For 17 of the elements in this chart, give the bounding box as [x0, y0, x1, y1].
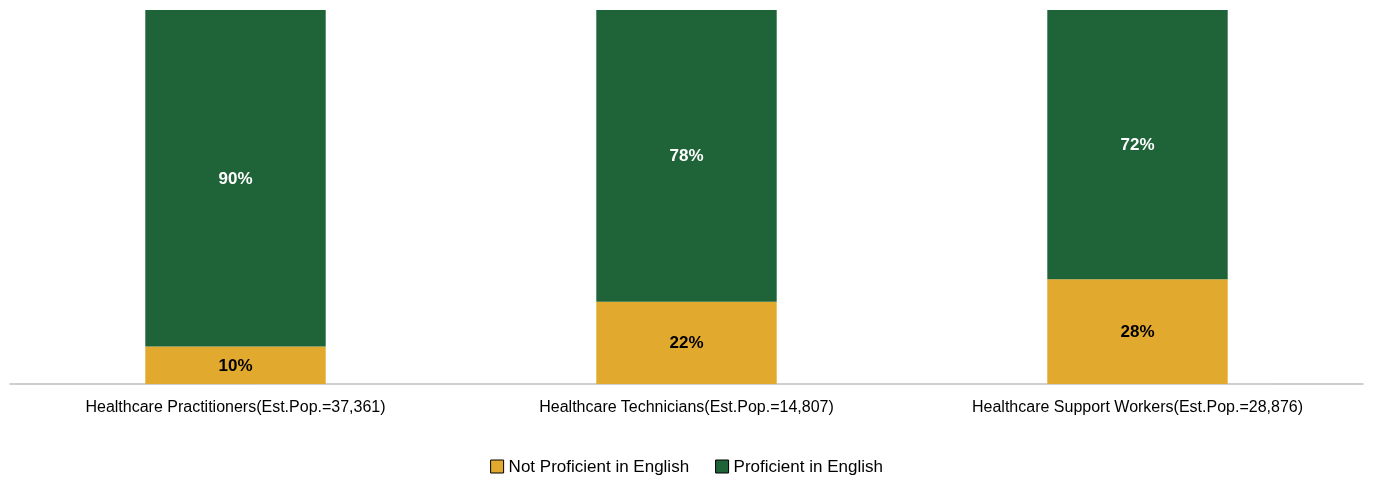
x-tick-label: Healthcare Practitioners(Est.Pop.=37,361): [85, 397, 386, 415]
bar: [145, 10, 326, 347]
data-label: 28%: [1120, 322, 1155, 342]
legend-label: Proficient in English: [733, 457, 883, 476]
data-label: 90%: [218, 168, 253, 188]
bar: [596, 10, 777, 302]
bar: [145, 346, 326, 384]
legend-label: Not Proficient in English: [508, 457, 690, 476]
x-tick-label: Healthcare Support Workers(Est.Pop.=28,876): [972, 397, 1303, 415]
data-label: 72%: [1120, 135, 1155, 155]
x-tick-label: Healthcare Technicians(Est.Pop.=14,807): [539, 397, 834, 415]
bar: [596, 301, 777, 384]
data-label: 78%: [669, 146, 704, 166]
data-label: 22%: [669, 333, 704, 353]
data-label: 10%: [218, 355, 253, 375]
bar: [1047, 279, 1228, 384]
bar: [1047, 10, 1228, 280]
